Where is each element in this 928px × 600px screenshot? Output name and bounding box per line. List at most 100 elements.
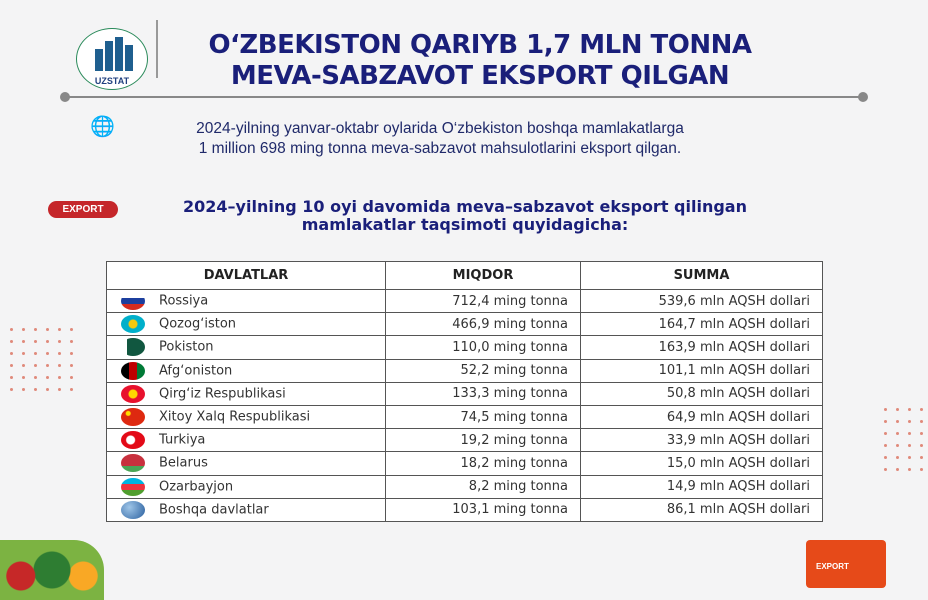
country-name: Afg‘oniston	[159, 363, 233, 379]
country-cell: Turkiya	[106, 428, 386, 453]
country-name: Qozog‘iston	[159, 316, 237, 332]
dot	[908, 432, 911, 435]
dot	[896, 432, 899, 435]
country-name: Turkiya	[159, 432, 206, 448]
dot	[896, 420, 899, 423]
country-cell: Afg‘oniston	[106, 358, 386, 383]
uzstat-logo: UZSTAT	[76, 28, 148, 90]
amount-cell: 110,0 ming tonna	[385, 335, 581, 360]
dot	[10, 340, 13, 343]
dot	[34, 376, 37, 379]
dot	[46, 376, 49, 379]
divider	[156, 20, 158, 78]
logo-text: UZSTAT	[94, 76, 130, 86]
turkey-flag-icon	[121, 431, 145, 450]
divider-dot	[60, 92, 70, 102]
amount-cell: 466,9 ming tonna	[385, 312, 581, 337]
amount-cell: 712,4 ming tonna	[385, 288, 581, 314]
table-header: DAVLATLAR MIQDOR SUMMA	[106, 261, 823, 290]
header-sum: SUMMA	[580, 261, 823, 290]
sum-cell: 86,1 mln AQSH dollari	[580, 497, 823, 522]
export-table: DAVLATLAR MIQDOR SUMMA Rossiya 712,4 ming…	[106, 261, 823, 522]
dot	[34, 352, 37, 355]
kyrgyzstan-flag-icon	[121, 384, 145, 403]
amount-cell: 103,1 ming tonna	[385, 497, 581, 522]
sum-cell: 33,9 mln AQSH dollari	[580, 428, 823, 453]
dot	[34, 388, 37, 391]
sum-cell: 15,0 mln AQSH dollari	[580, 451, 823, 476]
dot	[896, 468, 899, 471]
country-cell: Pokiston	[106, 335, 386, 360]
table-row: Qozog‘iston 466,9 ming tonna 164,7 mln AQS…	[106, 312, 823, 337]
decorative-dots	[884, 408, 923, 471]
dot	[70, 364, 73, 367]
dot	[884, 420, 887, 423]
dot	[34, 364, 37, 367]
dot	[10, 388, 13, 391]
country-name: Rossiya	[159, 293, 209, 309]
dot	[10, 352, 13, 355]
dot	[884, 468, 887, 471]
country-cell: Rossiya	[106, 288, 386, 314]
dot	[58, 328, 61, 331]
dot	[10, 328, 13, 331]
dot	[70, 340, 73, 343]
dot	[920, 432, 923, 435]
table-row: Ozarbayjon 8,2 ming tonna 14,9 mln AQSH do…	[106, 474, 823, 499]
country-cell: Xitoy Xalq Respublikasi	[106, 404, 386, 430]
dot	[70, 388, 73, 391]
sum-cell: 539,6 mln AQSH dollari	[580, 288, 823, 314]
country-name: Xitoy Xalq Respublikasi	[159, 409, 311, 425]
amount-cell: 133,3 ming tonna	[385, 381, 581, 406]
dot	[884, 444, 887, 447]
dot	[920, 420, 923, 423]
sum-cell: 14,9 mln AQSH dollari	[580, 474, 823, 499]
dot	[22, 328, 25, 331]
globe-icon: 🌐	[90, 116, 115, 138]
belarus-flag-icon	[121, 454, 145, 473]
dot	[908, 408, 911, 411]
table-row: Pokiston 110,0 ming tonna 163,9 mln AQSH d…	[106, 335, 823, 360]
dot	[920, 408, 923, 411]
dot	[896, 408, 899, 411]
dot	[896, 444, 899, 447]
country-name: Boshqa davlatlar	[159, 502, 269, 518]
dot	[46, 388, 49, 391]
china-flag-icon	[121, 408, 145, 427]
divider-dot	[858, 92, 868, 102]
globe-flag-icon	[121, 500, 145, 519]
table-subtitle: 2024–yilning 10 oyi davomida meva–sabzav…	[183, 197, 747, 234]
amount-cell: 8,2 ming tonna	[385, 474, 581, 499]
country-name: Qirg‘iz Respublikasi	[159, 386, 286, 402]
dot	[34, 328, 37, 331]
dot	[884, 456, 887, 459]
sum-cell: 64,9 mln AQSH dollari	[580, 404, 823, 430]
amount-cell: 52,2 ming tonna	[385, 358, 581, 383]
vegetables-illustration	[0, 540, 104, 600]
table-row: Qirg‘iz Respublikasi 133,3 ming tonna 50,8…	[106, 381, 823, 406]
dot	[34, 340, 37, 343]
russia-flag-icon	[121, 292, 145, 311]
country-cell: Qozog‘iston	[106, 312, 386, 337]
dot	[22, 340, 25, 343]
header-amount: MIQDOR	[385, 261, 581, 290]
dot	[46, 328, 49, 331]
dot	[70, 376, 73, 379]
table-row: Belarus 18,2 ming tonna 15,0 mln AQSH doll…	[106, 451, 823, 476]
dot	[46, 340, 49, 343]
dot	[920, 468, 923, 471]
amount-cell: 18,2 ming tonna	[385, 451, 581, 476]
dot	[896, 456, 899, 459]
intro-text: 2024-yilning yanvar-oktabr oylarida O‘zb…	[196, 120, 684, 157]
dot	[46, 364, 49, 367]
decorative-dots	[10, 328, 73, 391]
dot	[58, 364, 61, 367]
divider	[64, 96, 864, 98]
dot	[10, 364, 13, 367]
country-cell: Belarus	[106, 451, 386, 476]
dot	[920, 444, 923, 447]
page-title: O‘ZBEKISTON QARIYB 1,7 MLN TONNA MEVA-SAB…	[208, 30, 752, 91]
table-row: Turkiya 19,2 ming tonna 33,9 mln AQSH doll…	[106, 428, 823, 453]
table-row: Xitoy Xalq Respublikasi 74,5 ming tonna 64…	[106, 404, 823, 430]
dot	[10, 376, 13, 379]
